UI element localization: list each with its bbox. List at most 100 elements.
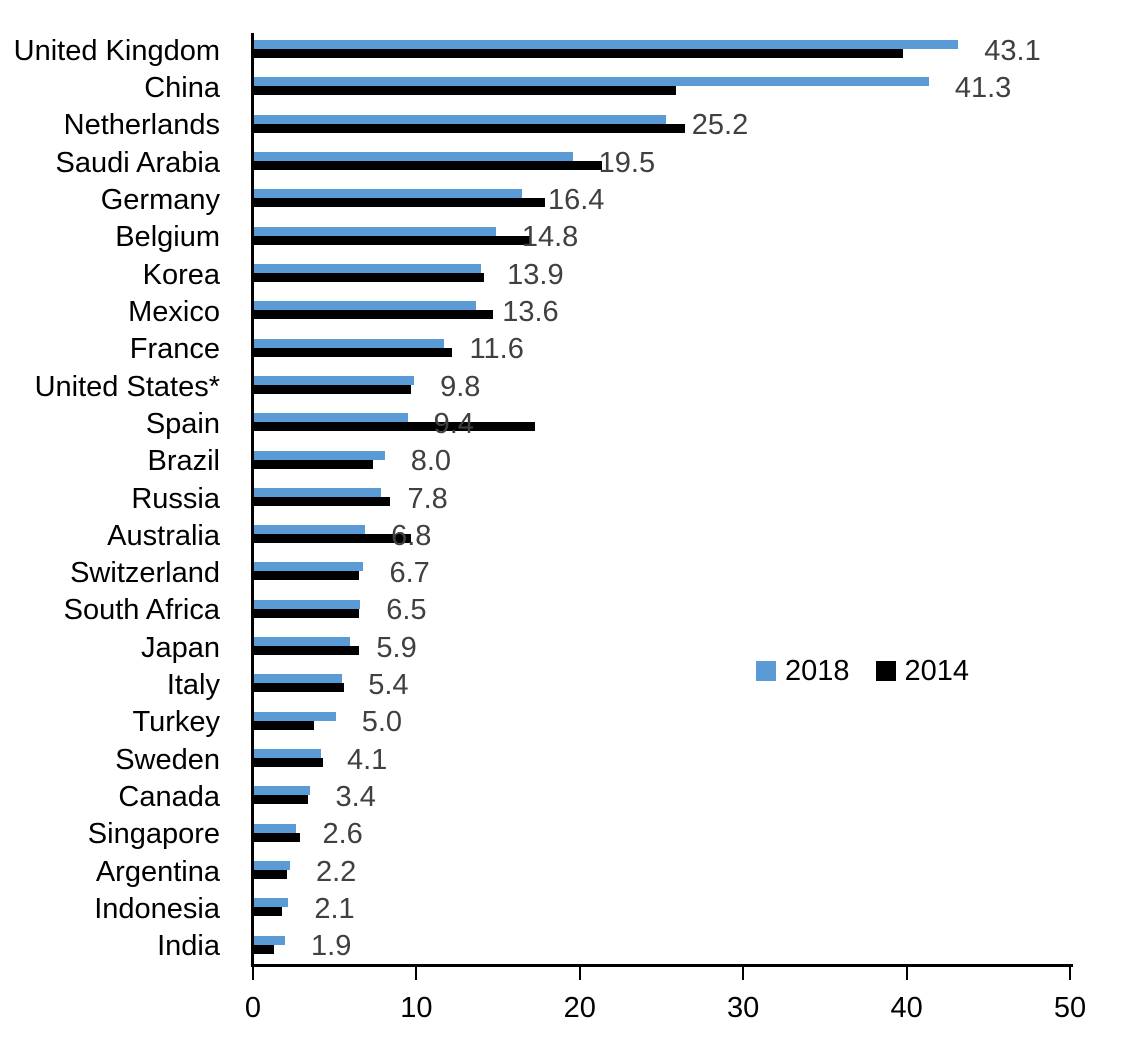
- bar-2014: [254, 272, 485, 282]
- value-label: 8.0: [410, 445, 452, 478]
- bar-2018: [254, 301, 477, 311]
- bar-2014: [254, 758, 323, 768]
- category-label: Brazil: [147, 445, 220, 478]
- bar-2018: [254, 263, 482, 273]
- bar-2014: [254, 160, 603, 170]
- legend-entry-2018: 2018: [756, 655, 850, 687]
- category-label: Belgium: [115, 221, 220, 254]
- bar-2014: [254, 496, 390, 506]
- bar-2018: [254, 599, 361, 609]
- category-label: Japan: [140, 631, 220, 664]
- value-label: 5.4: [368, 669, 409, 702]
- category-label: France: [129, 333, 220, 366]
- value-label: 11.6: [469, 333, 524, 366]
- x-tick-mark: [742, 967, 745, 980]
- category-label: Korea: [142, 258, 220, 291]
- bar-2014: [254, 49, 903, 58]
- bar-2014: [254, 944, 274, 954]
- y-axis-line: [251, 33, 254, 967]
- bar-2014: [254, 347, 452, 357]
- bar-2014: [254, 384, 411, 394]
- legend-swatch-2014: [875, 661, 896, 681]
- category-label: Spain: [145, 407, 220, 440]
- bar-2018: [254, 40, 959, 49]
- value-label: 4.1: [346, 743, 388, 776]
- value-label: 2.6: [322, 818, 363, 851]
- category-label: Indonesia: [94, 893, 220, 926]
- bar-2018: [254, 151, 573, 161]
- category-label: Saudi Arabia: [55, 146, 220, 179]
- bar-2018: [254, 749, 321, 759]
- bar-2018: [254, 786, 310, 796]
- category-label: Sweden: [115, 743, 220, 776]
- x-tick-mark: [905, 967, 908, 980]
- bar-2014: [254, 795, 308, 805]
- x-tick-mark: [578, 967, 581, 980]
- bar-2018: [254, 935, 286, 945]
- x-axis-line: [251, 964, 1073, 967]
- bar-2018: [254, 637, 351, 647]
- value-label: 6.5: [386, 594, 427, 627]
- value-label: 19.5: [598, 146, 656, 179]
- x-tick-label: 10: [400, 992, 433, 1024]
- value-label: 25.2: [691, 109, 749, 142]
- x-tick-label: 50: [1053, 992, 1087, 1024]
- category-label: Italy: [166, 669, 220, 702]
- legend-label-2018: 2018: [785, 655, 850, 687]
- value-label: 14.8: [521, 221, 579, 254]
- value-label: 43.1: [984, 34, 1041, 67]
- legend-entry-2014: 2014: [875, 657, 969, 686]
- bar-2014: [254, 235, 531, 245]
- category-label: China: [144, 71, 220, 104]
- bar-2014: [254, 571, 359, 581]
- bar-2018: [254, 338, 444, 348]
- bar-2018: [254, 114, 666, 124]
- bar-2014: [254, 422, 536, 432]
- bar-2018: [254, 861, 290, 871]
- bar-2018: [254, 525, 366, 535]
- x-tick-label: 20: [563, 992, 596, 1024]
- category-label: Australia: [107, 519, 220, 552]
- category-label: Canada: [118, 781, 220, 814]
- value-label: 5.0: [361, 706, 403, 739]
- bar-2014: [254, 720, 315, 730]
- x-tick-mark: [1069, 967, 1071, 980]
- value-label: 13.6: [502, 295, 559, 328]
- bar-2014: [254, 683, 344, 693]
- bar-2018: [254, 898, 289, 908]
- value-label: 16.4: [547, 183, 605, 216]
- value-label: 2.2: [315, 855, 357, 888]
- x-tick-label: 30: [727, 992, 760, 1024]
- value-label: 1.9: [311, 930, 352, 963]
- bar-2014: [254, 459, 374, 469]
- bar-2018: [254, 77, 929, 87]
- value-label: 13.9: [507, 258, 564, 291]
- category-label: Switzerland: [70, 557, 220, 590]
- value-label: 6.8: [391, 519, 432, 552]
- legend-swatch-2018: [756, 661, 776, 681]
- x-tick-label: 0: [244, 992, 262, 1024]
- bar-2014: [254, 832, 300, 842]
- category-label: South Africa: [63, 594, 220, 627]
- bar-2018: [254, 823, 297, 833]
- bar-2014: [254, 646, 359, 656]
- bar-2014: [254, 198, 545, 208]
- bar-2018: [254, 413, 408, 423]
- bar-2014: [254, 86, 676, 96]
- bar-2014: [254, 123, 686, 133]
- x-tick-label: 40: [890, 992, 923, 1024]
- value-label: 5.9: [376, 631, 417, 664]
- bar-2014: [254, 870, 287, 880]
- value-label: 9.4: [433, 407, 474, 440]
- value-label: 2.1: [314, 893, 355, 926]
- x-tick-mark: [252, 967, 254, 980]
- category-label: United States*: [34, 370, 220, 403]
- category-label: India: [157, 930, 220, 963]
- bar-2014: [254, 907, 282, 917]
- category-label: Mexico: [128, 295, 220, 328]
- bar-2018: [254, 189, 522, 199]
- bar-2018: [254, 450, 385, 460]
- bar-2018: [254, 375, 415, 385]
- category-label: Netherlands: [63, 109, 220, 142]
